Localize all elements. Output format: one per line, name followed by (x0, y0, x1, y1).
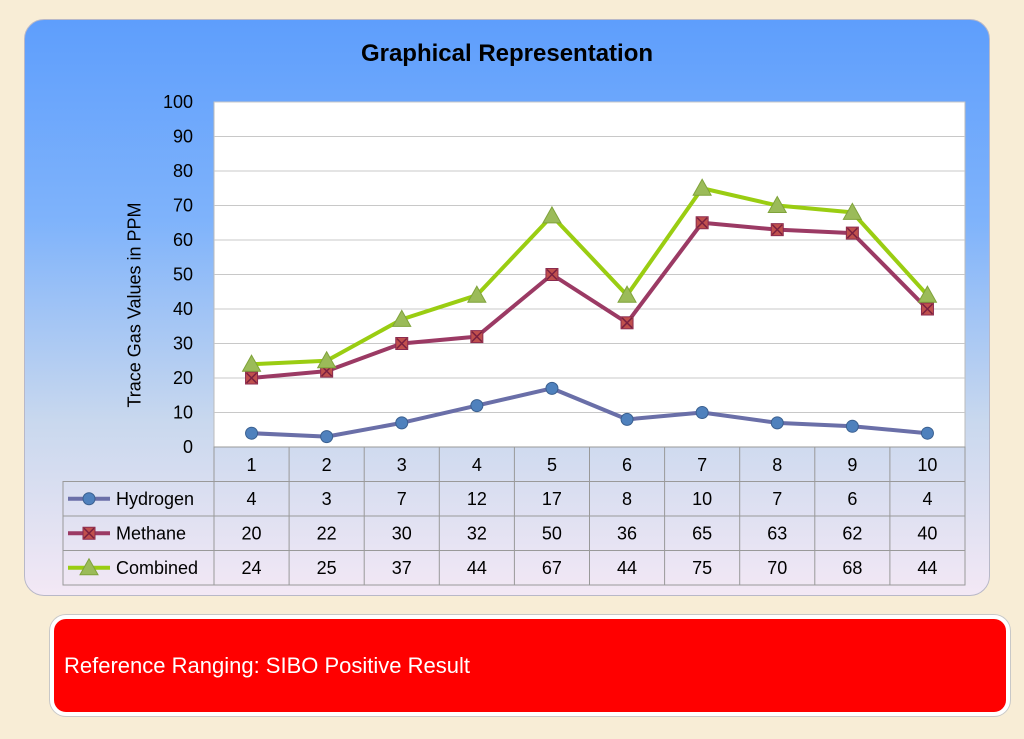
table-cell: 40 (917, 523, 937, 543)
table-cell: 4 (922, 489, 932, 509)
table-cell: 65 (692, 523, 712, 543)
chart-title: Graphical Representation (360, 40, 654, 67)
data-point-hydrogen (245, 426, 259, 440)
data-point-methane-x (471, 331, 483, 343)
data-point-combined (917, 285, 938, 303)
table-cell: 4 (247, 489, 257, 509)
table-cell: 37 (392, 558, 412, 578)
y-tick-label: 20 (173, 368, 193, 388)
data-point-hydrogen (770, 416, 784, 430)
legend-marker (79, 557, 99, 576)
result-text: Reference Ranging: SIBO Positive Result (64, 653, 470, 678)
table-cell: 30 (392, 523, 412, 543)
x-tick-label: 8 (772, 455, 782, 475)
data-point-hydrogen (545, 381, 559, 395)
x-tick-label: 1 (247, 455, 257, 475)
table-cell: 62 (842, 523, 862, 543)
table-cell: 32 (467, 523, 487, 543)
data-point-methane-x (696, 217, 708, 229)
y-tick-label: 100 (163, 92, 193, 112)
table-cell: 10 (692, 489, 712, 509)
y-tick-label: 70 (173, 196, 193, 216)
table-cell: 50 (542, 523, 562, 543)
table-cell: 70 (767, 558, 787, 578)
legend-label-hydrogen: Hydrogen (116, 489, 194, 509)
data-point-hydrogen (920, 426, 934, 440)
table-cell: 63 (767, 523, 787, 543)
data-point-combined (391, 309, 412, 327)
x-tick-label: 9 (847, 455, 857, 475)
y-tick-label: 0 (183, 437, 193, 457)
data-point-combined (767, 195, 788, 213)
series-line-combined (251, 186, 929, 367)
data-point-combined (617, 285, 637, 303)
x-tick-label: 6 (622, 455, 632, 475)
legend-label-methane: Methane (116, 523, 186, 543)
data-point-combined (241, 354, 262, 372)
legend-label-combined: Combined (116, 558, 198, 578)
table-cell: 3 (322, 489, 332, 509)
y-tick-label: 50 (173, 265, 193, 285)
table-cell: 44 (467, 558, 487, 578)
x-tick-label: 10 (917, 455, 937, 475)
y-tick-label: 10 (173, 403, 193, 423)
x-tick-label: 7 (697, 455, 707, 475)
x-tick-label: 2 (322, 455, 332, 475)
x-tick-label: 5 (547, 455, 557, 475)
data-point-hydrogen (620, 412, 634, 426)
data-point-methane-x (621, 317, 633, 329)
x-tick-label: 3 (397, 455, 407, 475)
data-point-combined (842, 202, 863, 220)
table-cell: 8 (622, 489, 632, 509)
table-cell: 44 (617, 558, 637, 578)
data-point-combined (466, 285, 487, 303)
y-tick-label: 80 (173, 161, 193, 181)
table-cell: 75 (692, 558, 712, 578)
data-point-hydrogen (395, 416, 409, 430)
table-cell: 36 (617, 523, 637, 543)
data-point-methane-x (396, 337, 408, 350)
data-point-methane-x (246, 372, 258, 384)
legend-marker-x (83, 527, 95, 539)
table-cell: 12 (467, 489, 487, 509)
data-point-methane-x (771, 224, 783, 236)
table-cell: 7 (772, 489, 782, 509)
y-tick-label: 40 (173, 299, 193, 319)
data-point-methane-x (921, 303, 933, 315)
x-tick-label: 4 (472, 455, 482, 475)
table-cell: 17 (542, 489, 562, 509)
data-point-combined (542, 205, 562, 224)
table-cell: 7 (397, 489, 407, 509)
series-line-methane (251, 220, 929, 380)
y-tick-label: 30 (173, 334, 193, 354)
series-line-hydrogen (251, 386, 928, 439)
table-cell: 44 (917, 558, 937, 578)
table-row (62, 550, 966, 586)
data-point-methane-x (846, 227, 858, 239)
data-point-hydrogen (695, 406, 709, 419)
y-tick-label: 60 (173, 230, 193, 250)
data-point-hydrogen (845, 419, 859, 433)
legend-marker (82, 492, 96, 506)
data-point-combined (692, 178, 713, 196)
result-banner: Reference Ranging: SIBO Positive Result (50, 615, 1010, 716)
data-point-hydrogen (470, 399, 484, 413)
table-cell: 6 (847, 489, 857, 509)
y-tick-label: 90 (173, 127, 193, 147)
data-point-methane-x (546, 268, 558, 281)
table-cell: 68 (842, 558, 862, 578)
data-point-hydrogen (320, 430, 334, 444)
table-cell: 24 (242, 558, 262, 578)
table-cell: 67 (542, 558, 562, 578)
table-cell: 22 (317, 523, 337, 543)
table-cell: 20 (242, 523, 262, 543)
data-point-combined (316, 350, 337, 369)
table-cell: 25 (317, 558, 337, 578)
